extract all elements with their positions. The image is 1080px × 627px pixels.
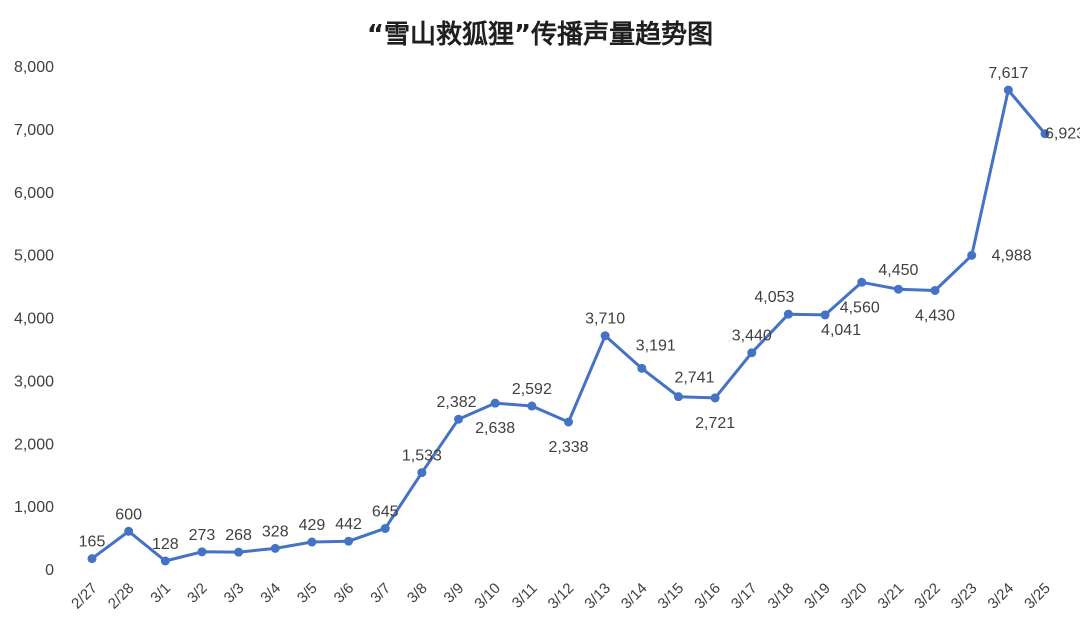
data-label: 442 <box>335 516 362 533</box>
data-label: 429 <box>299 517 326 534</box>
data-label: 2,592 <box>512 381 552 398</box>
x-tick-label: 3/4 <box>257 580 284 607</box>
data-point <box>673 392 683 402</box>
x-tick-label: 3/18 <box>765 580 798 613</box>
data-point <box>527 401 537 411</box>
data-label: 328 <box>262 523 289 540</box>
data-label: 4,041 <box>821 322 861 339</box>
x-tick-label: 3/15 <box>655 580 688 613</box>
data-label: 4,560 <box>840 299 880 316</box>
data-point <box>270 543 280 553</box>
data-label: 2,638 <box>475 420 515 437</box>
data-point <box>380 523 390 533</box>
data-label: 128 <box>152 536 179 553</box>
x-tick-label: 3/19 <box>801 580 834 613</box>
data-point <box>710 393 720 403</box>
data-point <box>197 547 207 557</box>
x-tick-label: 3/22 <box>911 580 944 613</box>
data-label: 2,741 <box>674 370 714 387</box>
data-label: 3,440 <box>732 328 772 345</box>
data-label: 7,617 <box>988 65 1028 82</box>
y-tick-label: 3,000 <box>14 373 54 390</box>
data-label: 273 <box>189 527 216 544</box>
data-point <box>1040 129 1050 139</box>
data-label: 3,191 <box>636 337 676 354</box>
data-point <box>124 526 134 536</box>
data-point <box>417 468 427 478</box>
data-point <box>930 285 940 295</box>
data-point <box>637 363 647 373</box>
y-tick-label: 4,000 <box>14 311 54 328</box>
x-tick-label: 3/20 <box>838 580 871 613</box>
data-point <box>307 537 317 547</box>
x-tick-label: 3/13 <box>581 580 614 613</box>
data-point <box>564 417 573 427</box>
data-labels-group: 165 600 128 273 268 328 429 442 645 1,533 2,382 2,6… <box>79 65 1080 553</box>
x-tick-label: 3/14 <box>618 580 651 613</box>
series-line <box>90 88 1047 563</box>
data-label: 645 <box>372 503 399 520</box>
x-tick-label: 3/16 <box>691 580 724 613</box>
data-point <box>747 348 757 358</box>
x-tick-label: 3/24 <box>985 580 1018 613</box>
data-point <box>600 331 610 341</box>
data-label: 4,450 <box>878 262 918 279</box>
data-point <box>87 554 97 564</box>
data-label: 2,721 <box>695 415 735 432</box>
y-tick-label: 7,000 <box>14 122 54 139</box>
x-tick-label: 3/7 <box>367 580 394 607</box>
data-point <box>344 536 354 546</box>
data-label: 3,710 <box>585 311 625 328</box>
data-label: 4,430 <box>915 307 955 324</box>
data-label: 4,988 <box>992 247 1032 264</box>
x-tick-label: 3/10 <box>471 580 504 613</box>
data-label: 2,338 <box>548 439 588 456</box>
x-tick-label: 3/9 <box>441 580 468 607</box>
x-tick-label: 3/12 <box>545 580 578 613</box>
x-tick-label: 3/8 <box>404 580 431 607</box>
y-tick-label: 2,000 <box>14 436 54 453</box>
data-point <box>783 309 793 319</box>
x-tick-label: 2/27 <box>68 580 101 613</box>
y-tick-label: 6,000 <box>14 185 54 202</box>
y-tick-label: 8,000 <box>14 59 54 76</box>
x-tick-label: 3/23 <box>948 580 981 613</box>
data-point <box>893 284 903 294</box>
y-tick-label: 5,000 <box>14 248 54 265</box>
x-tick-label: 3/5 <box>294 580 321 607</box>
data-point <box>857 277 867 287</box>
data-label: 6,923 <box>1045 126 1080 143</box>
data-point <box>820 310 830 320</box>
x-tick-label: 3/25 <box>1021 580 1054 613</box>
x-tick-label: 2/28 <box>105 580 138 613</box>
x-tick-label: 3/6 <box>331 580 358 607</box>
chart-title: “雪山救狐狸”传播声量趋势图 <box>366 20 714 50</box>
data-point <box>967 250 977 260</box>
data-point <box>160 556 170 566</box>
data-label: 268 <box>225 527 252 544</box>
x-tick-label: 3/1 <box>147 580 174 607</box>
data-label: 2,382 <box>437 394 477 411</box>
y-axis: 0 1,000 2,000 3,000 4,000 5,000 6,000 7,000 8,00… <box>14 59 54 579</box>
data-label: 165 <box>79 534 106 551</box>
data-label: 600 <box>115 506 142 523</box>
x-tick-label: 3/2 <box>184 580 211 607</box>
y-tick-label: 0 <box>45 562 54 579</box>
series-line-group <box>87 85 1050 566</box>
data-point <box>454 414 464 424</box>
data-point <box>1003 85 1013 95</box>
y-tick-label: 1,000 <box>14 499 54 516</box>
data-point <box>490 398 500 408</box>
data-label: 4,053 <box>754 289 794 306</box>
data-label: 1,533 <box>402 448 442 465</box>
x-tick-label: 3/3 <box>221 580 248 607</box>
x-tick-label: 3/11 <box>509 580 541 612</box>
x-tick-label: 3/21 <box>875 580 908 613</box>
data-point <box>234 547 244 557</box>
x-axis: 2/27 2/28 3/1 3/2 3/3 3/4 3/5 3/6 3/7 3/8 3/9 3/10 3… <box>68 580 1054 613</box>
x-tick-label: 3/17 <box>728 580 761 613</box>
